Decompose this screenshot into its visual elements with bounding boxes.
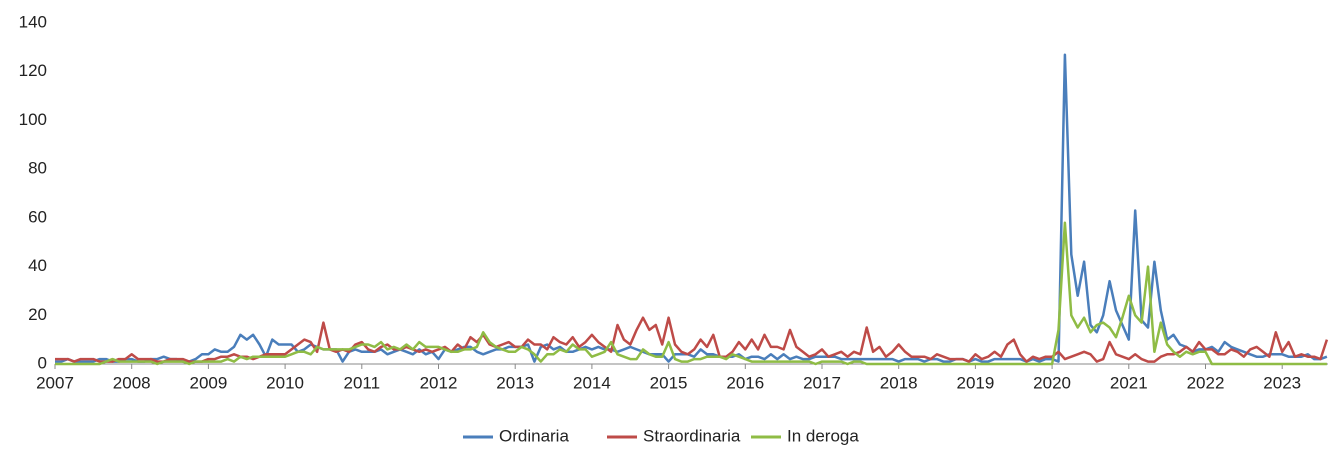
x-tick-label: 2012 [420,373,458,392]
x-tick-label: 2020 [1033,373,1071,392]
y-tick-label: 0 [38,353,47,372]
y-tick-label: 140 [19,12,47,31]
y-tick-label: 120 [19,61,47,80]
y-tick-label: 40 [28,256,47,275]
legend-label: In deroga [787,426,859,445]
y-tick-label: 100 [19,110,47,129]
x-tick-label: 2021 [1110,373,1148,392]
y-tick-label: 80 [28,159,47,178]
x-tick-label: 2009 [189,373,227,392]
x-tick-label: 2015 [650,373,688,392]
x-tick-label: 2011 [344,373,381,392]
x-tick-label: 2018 [880,373,918,392]
legend-label: Ordinaria [499,426,569,445]
x-tick-label: 2017 [803,373,841,392]
series-line [55,221,1327,366]
y-tick-label: 20 [28,305,47,324]
legend-label: Straordinaria [643,426,741,445]
y-tick-label: 60 [28,207,47,226]
x-tick-label: 2019 [956,373,994,392]
x-tick-label: 2023 [1263,373,1301,392]
series-line [55,316,1329,363]
x-tick-label: 2013 [496,373,534,392]
x-tick-label: 2014 [573,373,611,392]
x-tick-label: 2022 [1187,373,1225,392]
x-tick-label: 2016 [726,373,764,392]
x-tick-label: 2010 [266,373,304,392]
x-tick-label: 2007 [36,373,74,392]
x-tick-label: 2008 [113,373,151,392]
